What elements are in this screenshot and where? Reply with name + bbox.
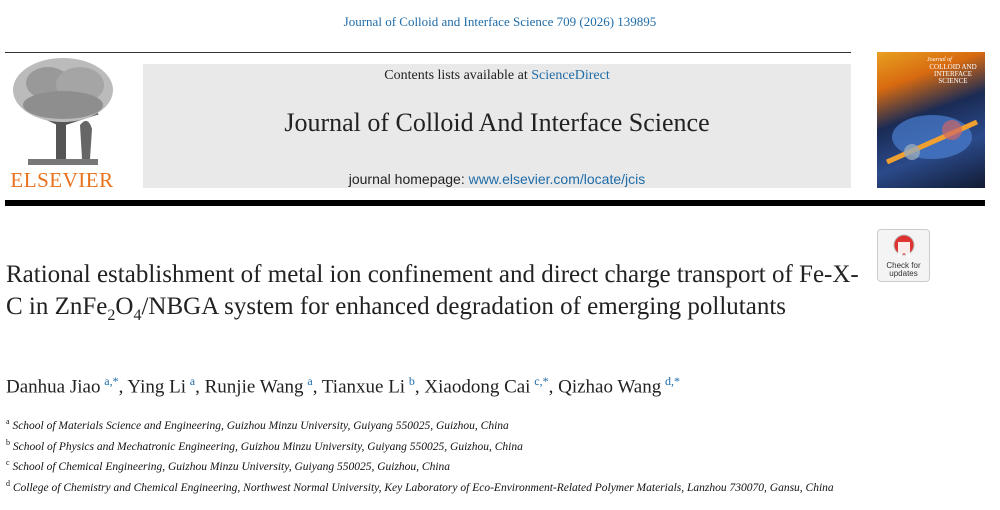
title-subscript: 2 (107, 307, 116, 324)
publisher-name: ELSEVIER (10, 168, 114, 192)
author-affiliation-mark: b (408, 374, 415, 388)
affiliation: a School of Materials Science and Engine… (6, 414, 906, 435)
cover-small-text: Journal of (927, 57, 952, 63)
author-separator: , (414, 376, 420, 398)
author-affiliation-mark: c,* (534, 374, 549, 388)
elsevier-tree-logo (13, 58, 113, 165)
author-affiliation-mark: a,* (104, 374, 119, 388)
author-name: Runjie Wang (204, 376, 304, 398)
affiliation-label: d (6, 478, 10, 488)
author-affiliation-mark: d,* (665, 374, 681, 388)
rule (5, 52, 851, 53)
homepage-link[interactable]: www.elsevier.com/locate/jcis (468, 171, 646, 187)
author-name: Xiaodong Cai (424, 376, 531, 398)
author-affiliation-mark: a (189, 374, 196, 388)
journal-banner (143, 64, 851, 188)
affiliation: b School of Physics and Mechatronic Engi… (6, 435, 906, 456)
affiliation-text: School of Materials Science and Engineer… (12, 419, 509, 432)
header-bar (5, 200, 985, 206)
author-separator: , (312, 376, 318, 398)
title-text: /NBGA system for enhanced degradation of… (141, 293, 786, 320)
author-separator: , (118, 376, 124, 398)
author-affiliation-mark: a (307, 374, 313, 388)
author-list: Danhua Jiao a,*, Ying Li a, Runjie Wang … (6, 374, 966, 398)
title-text: O (115, 293, 134, 320)
affiliation: c School of Chemical Engineering, Guizho… (6, 455, 906, 476)
contents-prefix: Contents lists available at (384, 68, 532, 83)
article-title: Rational establishment of metal ion conf… (6, 259, 866, 324)
author-separator: , (548, 376, 554, 398)
journal-name: Journal of Colloid And Interface Science (284, 108, 710, 137)
author-name: Ying Li (127, 376, 186, 398)
homepage-line: journal homepage: www.elsevier.com/locat… (143, 171, 851, 187)
sciencedirect-link[interactable]: ScienceDirect (531, 68, 610, 83)
check-for-updates[interactable]: Check for updates (877, 229, 930, 282)
contents-line: Contents lists available at ScienceDirec… (143, 68, 851, 84)
badge-icon (893, 234, 915, 258)
title-subscript: 4 (133, 307, 142, 324)
title-text: Rational establishment of metal ion conf… (6, 261, 859, 320)
affiliation-text: School of Physics and Mechatronic Engine… (12, 440, 523, 453)
badge-text: Check for updates (886, 261, 921, 278)
author-name: Qizhao Wang (558, 376, 662, 398)
citation[interactable]: Journal of Colloid and Interface Science… (343, 14, 657, 29)
affiliation: d College of Chemistry and Chemical Engi… (6, 476, 906, 497)
affiliation-label: a (6, 417, 10, 426)
author-name: Danhua Jiao (6, 376, 101, 398)
cover-art (885, 115, 979, 165)
cover-title: COLLOID AND INTERFACE SCIENCE (929, 63, 977, 85)
affiliation-list: a School of Materials Science and Engine… (6, 414, 906, 497)
affiliation-text: College of Chemistry and Chemical Engine… (12, 481, 834, 494)
homepage-prefix: journal homepage: (348, 171, 469, 187)
affiliation-text: School of Chemical Engineering, Guizhou … (12, 461, 451, 474)
author-name: Tianxue Li (321, 376, 406, 398)
journal-cover[interactable]: Journal of COLLOID AND INTERFACE SCIENCE (877, 52, 985, 188)
author-separator: , (195, 376, 200, 398)
affiliation-label: c (6, 458, 10, 468)
affiliation-label: b (6, 437, 10, 447)
